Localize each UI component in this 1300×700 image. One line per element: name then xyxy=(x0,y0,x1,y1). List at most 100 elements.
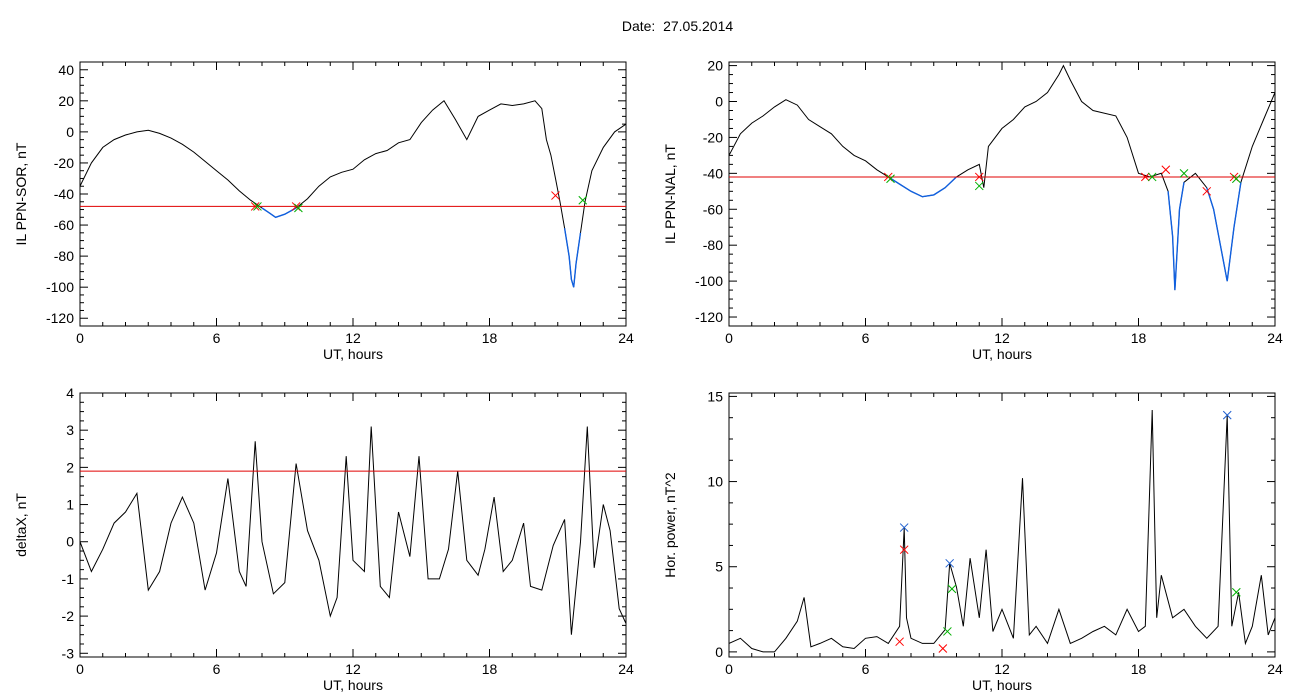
event-marker xyxy=(294,203,303,213)
plot-frame xyxy=(728,392,1276,658)
y-tick-label: 0 xyxy=(66,534,74,550)
y-tick-label: 0 xyxy=(715,94,723,110)
event-marker-stroke xyxy=(947,584,957,594)
y-axis-title: Hor. power, nT^2 xyxy=(662,472,678,578)
event-marker xyxy=(938,644,948,653)
y-tick-label: -40 xyxy=(54,186,74,202)
x-tick-label: 0 xyxy=(76,330,84,346)
date-value: 27.05.2014 xyxy=(663,18,734,34)
y-axis-title: IL PPN-NAL, nT xyxy=(662,144,678,244)
y-tick-label: -1 xyxy=(62,571,75,587)
x-tick-label: 12 xyxy=(345,330,361,346)
event-marker xyxy=(943,627,952,636)
chart-panel-1: 0 6 12 18 24 -120 -100 -80 -60 -40 -20 0 20 40 UT, hou… xyxy=(13,61,634,362)
x-tick-label: 6 xyxy=(862,661,870,677)
event-marker xyxy=(1179,168,1189,178)
y-tick-label: 4 xyxy=(66,385,74,401)
x-tick-label: 18 xyxy=(1131,330,1147,346)
y-tick-label: -60 xyxy=(54,217,74,233)
series-line xyxy=(80,100,626,288)
x-tick-label: 12 xyxy=(994,330,1010,346)
y-tick-label: 0 xyxy=(66,124,74,140)
event-marker-stroke xyxy=(1231,174,1241,184)
event-marker-stroke xyxy=(1161,165,1171,175)
x-axis-title: UT, hours xyxy=(323,346,383,362)
x-tick-label: 0 xyxy=(76,661,84,677)
y-tick-label: 40 xyxy=(58,62,74,78)
x-tick-label: 18 xyxy=(482,661,498,677)
x-tick-label: 6 xyxy=(213,330,221,346)
below-threshold-segment xyxy=(887,176,957,198)
plot-frame xyxy=(728,61,1276,327)
y-tick-label: -100 xyxy=(695,273,723,289)
below-threshold-segment xyxy=(261,207,297,219)
x-tick-label: 6 xyxy=(213,661,221,677)
x-tick-label: 12 xyxy=(345,661,361,677)
event-marker-stroke xyxy=(1202,186,1212,196)
event-marker-stroke xyxy=(578,195,588,205)
below-threshold-segment xyxy=(1206,182,1242,282)
x-tick-label: 12 xyxy=(994,661,1010,677)
event-marker xyxy=(899,545,909,555)
event-marker xyxy=(250,202,260,211)
event-marker xyxy=(291,202,301,211)
event-marker xyxy=(1161,165,1171,175)
y-axis-title: IL PPN-SOR, nT xyxy=(13,142,29,245)
event-marker-stroke xyxy=(551,191,560,200)
event-marker xyxy=(947,584,957,594)
series-line xyxy=(729,409,1275,653)
event-marker-stroke xyxy=(1222,410,1232,420)
x-axis-title: UT, hours xyxy=(323,677,383,693)
x-axis-title: UT, hours xyxy=(972,346,1032,362)
series-line xyxy=(729,64,1275,291)
below-threshold-segment xyxy=(1167,182,1185,291)
y-tick-label: -120 xyxy=(695,309,723,325)
date-label: Date: xyxy=(621,18,656,34)
event-marker xyxy=(974,172,984,182)
event-marker-stroke xyxy=(1140,172,1150,182)
event-marker-stroke xyxy=(899,523,909,532)
x-tick-label: 18 xyxy=(1131,661,1147,677)
below-threshold-segment xyxy=(563,228,582,288)
y-tick-label: 2 xyxy=(66,459,74,475)
x-axis-title: UT, hours xyxy=(972,677,1032,693)
event-marker-stroke xyxy=(899,545,909,555)
event-marker-stroke xyxy=(294,203,303,213)
y-tick-label: 10 xyxy=(707,474,723,490)
event-marker-stroke xyxy=(974,172,984,182)
event-marker-stroke xyxy=(895,637,904,647)
event-marker-stroke xyxy=(943,627,952,636)
plot-frame xyxy=(79,392,627,658)
y-tick-label: -120 xyxy=(46,310,74,326)
event-marker xyxy=(895,637,904,647)
y-tick-label: -40 xyxy=(703,165,723,181)
chart-panel-4: 0 6 12 18 24 0 5 10 15 UT, hours Hor. power, nT^2 xyxy=(662,388,1283,693)
event-marker-stroke xyxy=(250,202,260,211)
event-marker-stroke xyxy=(1147,172,1157,182)
event-marker-stroke xyxy=(974,181,984,191)
y-tick-label: 20 xyxy=(707,58,723,74)
event-marker-stroke xyxy=(945,558,955,568)
event-marker xyxy=(1222,410,1232,420)
event-marker xyxy=(899,523,909,532)
x-tick-label: 24 xyxy=(1267,330,1283,346)
x-tick-label: 0 xyxy=(725,330,733,346)
event-marker xyxy=(974,181,984,191)
event-marker-stroke xyxy=(1231,587,1241,597)
y-tick-label: 5 xyxy=(715,559,723,575)
y-axis-title: deltaX, nT xyxy=(13,493,29,557)
y-tick-label: 0 xyxy=(715,644,723,660)
y-tick-label: 15 xyxy=(707,388,723,404)
y-tick-label: -80 xyxy=(54,248,74,264)
event-marker xyxy=(945,558,955,568)
event-marker xyxy=(1147,172,1157,182)
event-marker-stroke xyxy=(886,174,895,184)
event-marker-stroke xyxy=(1179,168,1189,178)
y-tick-label: -20 xyxy=(54,155,74,171)
plot-frame xyxy=(79,61,627,327)
x-tick-label: 24 xyxy=(1267,661,1283,677)
y-tick-label: 20 xyxy=(58,93,74,109)
event-marker-stroke xyxy=(291,202,301,211)
